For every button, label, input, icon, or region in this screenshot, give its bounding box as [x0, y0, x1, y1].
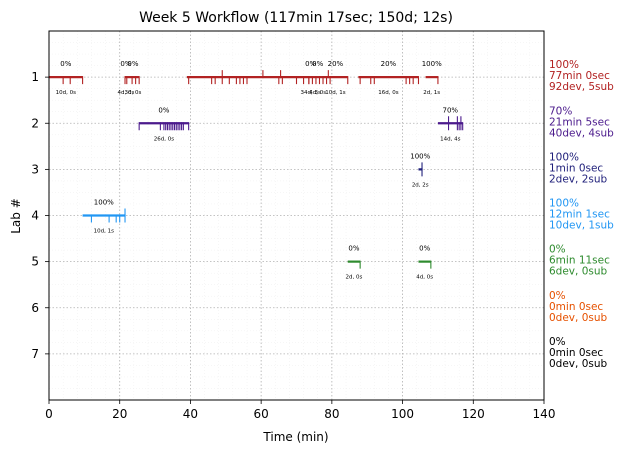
x-tick-label: 40 — [183, 407, 198, 421]
segment-percent-label: 0% — [348, 245, 359, 253]
lane-summary-line: 0min 0sec — [549, 301, 603, 313]
lanes: 0% 10d, 0s 0% 4d, 0s 0% 3d, 0s 0% 34d, 3s 0% 4d, … — [49, 60, 464, 281]
x-tick-label: 20 — [112, 407, 127, 421]
lane-summary-line: 77min 0sec — [549, 70, 610, 82]
chart-title: Week 5 Workflow (117min 17sec; 150d; 12s… — [139, 10, 453, 26]
segment-percent-label: 100% — [94, 199, 114, 207]
segment-detail-label: 2d, 2s — [412, 182, 429, 188]
lane-summary-line: 100% — [549, 198, 579, 210]
lane-summary-line: 0% — [549, 336, 566, 348]
y-tick-label: 2 — [31, 116, 39, 130]
x-tick-label: 60 — [254, 407, 269, 421]
lane-summary-line: 0dev, 0sub — [549, 312, 608, 324]
lane-summary-line: 0dev, 0sub — [549, 358, 608, 370]
segment-detail-label: 3d, 0s — [125, 90, 142, 96]
segment-detail-label: 2d, 0s — [346, 275, 363, 281]
x-tick-label: 0 — [45, 407, 53, 421]
segment-detail-label: 4d, 0s — [117, 90, 134, 96]
segment-detail-label: 10d, 1s — [94, 229, 114, 235]
segment-detail-label: 4d, 0s — [309, 90, 326, 96]
segment-percent-label: 0% — [120, 60, 131, 68]
y-tick-label: 1 — [31, 70, 39, 84]
segment-detail-label: 4d, 0s — [416, 275, 433, 281]
x-axis-ticks: 0 20 40 60 80 100 120 140 — [45, 400, 555, 421]
segment-percent-label: 0% — [312, 60, 323, 68]
y-axis-ticks: 1 2 3 4 5 6 7 — [31, 70, 49, 361]
segment-percent-label: 100% — [410, 152, 430, 160]
segment-detail-label: 10d, 0s — [56, 90, 76, 96]
y-tick-label: 5 — [31, 255, 39, 269]
x-tick-label: 140 — [533, 407, 556, 421]
lane-1: 0% 10d, 0s 0% 4d, 0s 0% 3d, 0s 0% 34d, 3s 0% 4d, … — [49, 60, 442, 96]
lane-summary-line: 0% — [549, 290, 566, 302]
lane-5: 0% 2d, 0s 0% 4d, 0s — [346, 245, 434, 281]
lane-summary-line: 100% — [549, 151, 579, 163]
lane-summary-line: 0% — [549, 244, 566, 256]
segment-percent-label: 0% — [127, 60, 138, 68]
segment-percent-label: 70% — [443, 106, 459, 114]
y-axis-label: Lab # — [9, 198, 23, 234]
x-axis-label: Time (min) — [262, 430, 328, 444]
lane-summary-line: 40dev, 4sub — [549, 127, 614, 139]
segment-detail-label: 2d, 1s — [423, 90, 440, 96]
x-tick-label: 120 — [462, 407, 485, 421]
x-tick-label: 100 — [391, 407, 414, 421]
segment-detail-label: 34d, 3s — [300, 90, 320, 96]
lane-summary-line: 70% — [549, 105, 572, 117]
y-tick-label: 3 — [31, 162, 39, 176]
y-tick-label: 4 — [31, 209, 39, 223]
lane-summary-line: 21min 5sec — [549, 116, 610, 128]
lane-summary-line: 10dev, 1sub — [549, 220, 614, 232]
segment-percent-label: 100% — [422, 60, 442, 68]
lane-4: 100% 10d, 1s — [82, 199, 126, 235]
segment-percent-label: 20% — [381, 60, 397, 68]
lane-2: 0% 26d, 0s 70% 14d, 4s — [138, 106, 464, 142]
segment-detail-label: 14d, 4s — [440, 136, 460, 142]
segment-detail-label: 16d, 0s — [378, 90, 398, 96]
lane-3: 100% 2d, 2s — [410, 152, 430, 188]
lane-summary-line: 92dev, 5sub — [549, 81, 614, 93]
segment-detail-label: 26d, 0s — [154, 136, 174, 142]
lane-summary-line: 1min 0sec — [549, 162, 603, 174]
segment-percent-label: 0% — [419, 245, 430, 253]
y-tick-label: 6 — [31, 301, 39, 315]
segment-percent-label: 0% — [305, 60, 316, 68]
segment-percent-label: 0% — [158, 106, 169, 114]
lane-summary-line: 6min 11sec — [549, 255, 610, 267]
lane-summary-line: 6dev, 0sub — [549, 266, 608, 278]
x-tick-label: 80 — [324, 407, 339, 421]
lane-summary-line: 0min 0sec — [549, 347, 603, 359]
lane-summary-line: 12min 1sec — [549, 209, 610, 221]
segment-percent-label: 20% — [328, 60, 344, 68]
y-tick-label: 7 — [31, 347, 39, 361]
segment-percent-label: 0% — [60, 60, 71, 68]
lane-summary-line: 100% — [549, 59, 579, 71]
lane-summary-line: 2dev, 2sub — [549, 173, 608, 185]
segment-detail-label: 10d, 1s — [325, 90, 345, 96]
